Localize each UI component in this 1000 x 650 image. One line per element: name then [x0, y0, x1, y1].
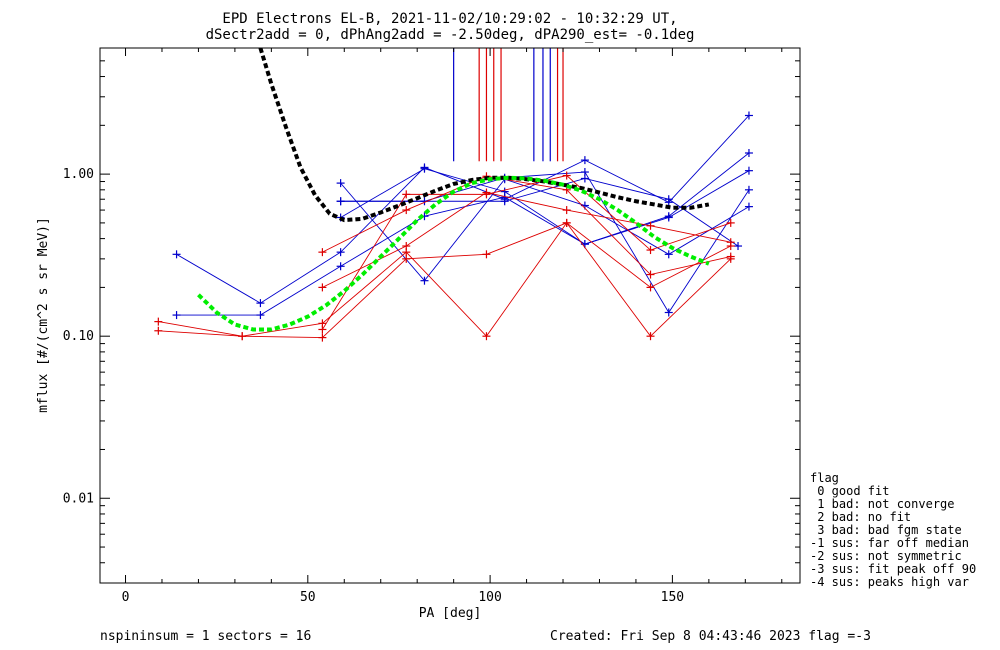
x-tick-label: 50	[300, 590, 316, 605]
data-point	[744, 202, 753, 211]
data-point	[562, 218, 571, 227]
data-point	[172, 311, 181, 320]
legend-entry: 2 bad: no fit	[810, 510, 911, 524]
series-line-blue	[176, 152, 750, 316]
footer-right: Created: Fri Sep 8 04:43:46 2023 flag =-…	[550, 629, 871, 644]
data-point	[318, 283, 327, 292]
data-point	[256, 311, 265, 320]
data-point	[664, 250, 673, 259]
data-point	[734, 242, 743, 251]
legend-entry: -3 sus: fit peak off 90	[810, 562, 976, 576]
data-point	[664, 213, 673, 222]
y-tick-label: 0.01	[63, 491, 94, 506]
data-point	[562, 171, 571, 180]
data-point	[646, 270, 655, 279]
data-point	[402, 190, 411, 199]
data-point	[646, 221, 655, 230]
data-point	[726, 218, 735, 227]
data-point	[646, 283, 655, 292]
footer-left: nspininsum = 1 sectors = 16	[100, 629, 311, 644]
data-point	[402, 206, 411, 215]
series-line-blue	[176, 115, 750, 304]
data-point	[482, 250, 491, 259]
data-point	[336, 179, 345, 188]
x-tick-label: 100	[478, 590, 501, 605]
data-point	[318, 333, 327, 342]
y-axis-label: mflux [#/(cm^2 s sr MeV)]	[36, 217, 51, 413]
x-tick-label: 150	[661, 590, 684, 605]
series-line-red	[322, 192, 731, 288]
data-point	[402, 242, 411, 251]
data-point	[500, 187, 509, 196]
data-point	[172, 250, 181, 259]
y-tick-label: 0.10	[63, 329, 94, 344]
data-point	[500, 197, 509, 206]
data-point	[420, 276, 429, 285]
data-point	[238, 332, 247, 341]
data-point	[154, 326, 163, 335]
data-point	[664, 195, 673, 204]
data-point	[336, 197, 345, 206]
x-tick-label: 0	[122, 590, 130, 605]
series-line-red	[322, 175, 731, 276]
data-point	[744, 166, 753, 175]
data-point	[336, 262, 345, 271]
data-point	[744, 148, 753, 157]
data-point	[646, 246, 655, 255]
series-line-blue	[340, 171, 750, 314]
series-line-red	[158, 222, 732, 339]
data-point	[744, 111, 753, 120]
data-point	[482, 188, 491, 197]
legend-entry: 1 bad: not converge	[810, 497, 955, 511]
x-axis-label: PA [deg]	[419, 606, 482, 621]
data-point	[580, 174, 589, 183]
legend-entry: 3 bad: bad fgm state	[810, 523, 962, 537]
data-point	[256, 299, 265, 308]
data-point	[562, 206, 571, 215]
fit-curve-black	[258, 48, 710, 223]
legend-title: flag	[810, 471, 839, 485]
chart-title: EPD Electrons EL-B, 2021-11-02/10:29:02 …	[222, 11, 677, 27]
legend-entry: -1 sus: far off median	[810, 536, 969, 550]
data-point	[726, 252, 735, 261]
fit-curve-green	[197, 175, 710, 332]
y-tick-label: 1.00	[63, 167, 94, 182]
data-point	[580, 156, 589, 165]
data-point	[154, 317, 163, 326]
flag-legend: flag 0 good fit 1 bad: not converge 2 ba…	[810, 471, 976, 589]
data-point	[646, 332, 655, 341]
plot-frame	[99, 47, 801, 584]
data-point	[420, 164, 429, 173]
data-point	[318, 248, 327, 257]
series-line-red	[322, 175, 731, 330]
data-point	[744, 185, 753, 194]
data-point	[318, 325, 327, 334]
series-line-red	[158, 222, 731, 337]
chart-subtitle: dSectr2add = 0, dPhAng2add = -2.50deg, d…	[206, 27, 695, 43]
legend-entry: 0 good fit	[810, 484, 889, 498]
series-line-blue	[340, 178, 750, 282]
data-point	[336, 248, 345, 257]
data-point	[402, 254, 411, 263]
data-point	[726, 238, 735, 247]
data-point	[482, 332, 491, 341]
legend-entry: -4 sus: peaks high var	[810, 575, 969, 589]
legend-entry: -2 sus: not symmetric	[810, 549, 962, 563]
data-point	[664, 308, 673, 317]
